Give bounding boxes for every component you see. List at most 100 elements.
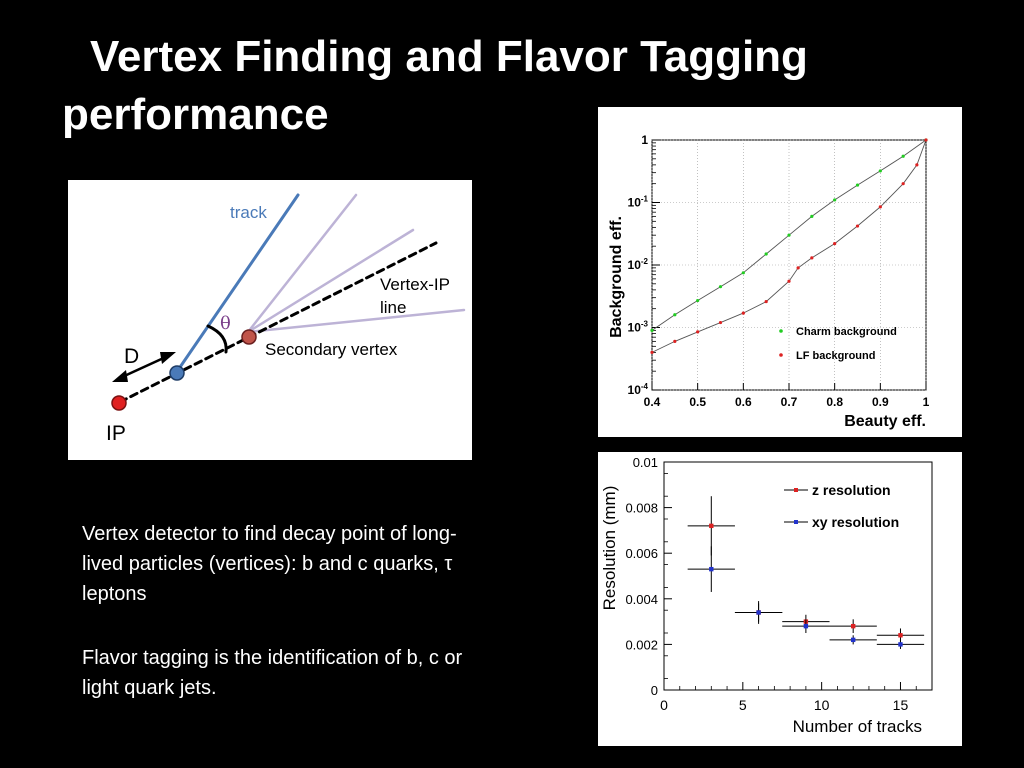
res-plot-frame	[663, 461, 933, 691]
roc-y-tick-base: 10	[628, 383, 642, 397]
res-point-1	[709, 566, 714, 572]
vertex-ip-line	[118, 241, 438, 404]
res-x-tick-label: 15	[893, 697, 909, 713]
res-legend-marker-0	[794, 488, 798, 492]
track-point	[169, 365, 185, 381]
d-arrow	[112, 352, 176, 382]
roc-point-1	[855, 224, 860, 228]
vertex-ip-label-line1: Vertex-IP	[380, 275, 450, 294]
roc-ylabel: Background eff.	[608, 216, 625, 338]
roc-point-0	[718, 285, 723, 289]
res-point-1	[803, 623, 809, 629]
roc-x-tick-label: 1	[923, 395, 930, 409]
roc-y-tick-label: 10-3	[628, 320, 649, 335]
roc-x-tick-label: 0.4	[644, 395, 661, 409]
res-point-1	[850, 637, 856, 643]
roc-point-0	[810, 214, 814, 218]
roc-point-0	[650, 328, 654, 332]
description-paragraph-1: Vertex detector to find decay point of l…	[82, 523, 457, 605]
secondary-vertex-label: Secondary vertex	[265, 340, 398, 359]
res-point-1	[898, 642, 903, 647]
roc-x-tick-label: 0.9	[872, 395, 889, 409]
roc-point-0	[878, 169, 882, 173]
roc-y-tick-base: 10	[628, 321, 642, 335]
roc-point-1	[833, 241, 837, 246]
res-xlabel: Number of tracks	[793, 717, 922, 736]
roc-point-1	[878, 205, 882, 209]
roc-legend-label-0: Charm background	[796, 326, 897, 338]
roc-plot-frame	[651, 139, 927, 391]
res-y-tick-label: 0.008	[625, 501, 658, 516]
roc-point-1	[924, 138, 928, 142]
roc-point-1	[741, 311, 745, 315]
track-line	[174, 193, 300, 375]
res-y-tick-label: 0.004	[625, 592, 658, 607]
roc-y-tick-exponent: -2	[641, 257, 649, 266]
roc-point-0	[787, 233, 791, 237]
roc-legend-marker-1	[779, 353, 783, 357]
roc-point-0	[901, 154, 905, 158]
res-point-1	[756, 610, 761, 615]
res-legend-marker-1	[794, 520, 798, 524]
roc-point-1	[696, 330, 700, 334]
roc-x-tick-label: 0.6	[735, 395, 752, 409]
roc-point-1	[796, 266, 800, 270]
roc-point-0	[741, 271, 745, 275]
roc-point-0	[673, 313, 677, 317]
roc-point-1	[787, 279, 791, 283]
roc-point-0	[764, 252, 768, 256]
roc-point-1	[764, 299, 768, 304]
roc-point-0	[833, 198, 837, 202]
resolution-chart: 0 5 10 15 0 0.002 0.004 0.006 0.008 0.01 z resolu…	[600, 455, 933, 736]
slide-title-line2: performance	[62, 90, 329, 139]
roc-point-1	[915, 163, 919, 167]
res-point-0	[898, 633, 903, 638]
roc-x-tick-label: 0.7	[781, 395, 798, 409]
roc-x-tick-label: 0.5	[689, 395, 706, 409]
roc-y-tick-label: 10-4	[628, 382, 649, 397]
res-y-tick-label: 0.002	[625, 637, 658, 652]
roc-y-tick-label: 10-1	[628, 195, 649, 210]
roc-point-0	[696, 298, 700, 303]
slide-title: Vertex Finding and Flavor Tagging perfor…	[0, 28, 1024, 144]
roc-point-1	[901, 182, 905, 186]
res-point-0	[850, 623, 856, 629]
ip-point	[111, 395, 127, 411]
theta-label: θ	[220, 313, 231, 334]
roc-point-1	[718, 320, 723, 325]
roc-y-tick-label: 10-2	[628, 257, 649, 272]
roc-y-tick-exponent: -3	[641, 320, 649, 329]
theta-arc	[206, 324, 228, 354]
secondary-vertex-point	[241, 329, 257, 345]
other-track-3	[246, 308, 466, 334]
roc-legend-marker-0	[779, 329, 783, 333]
vertex-diagram: track Vertex-IP line θ D Secondary verte…	[68, 180, 472, 460]
res-y-tick-label: 0	[651, 683, 658, 698]
other-track-2	[246, 228, 415, 334]
ip-label: IP	[106, 422, 126, 445]
res-legend-label-0: z resolution	[812, 482, 891, 498]
res-point-0	[709, 523, 714, 529]
vertex-ip-label-line2: line	[380, 298, 406, 317]
other-track-1	[246, 193, 358, 334]
res-legend-label-1: xy resolution	[812, 514, 899, 530]
roc-chart-panel: 0.4 0.5 0.6 0.7 0.8 0.9 1 1 10-1 10-2 10-3 10-4 Cha…	[598, 107, 962, 437]
res-x-tick-label: 5	[739, 697, 747, 713]
roc-y-tick-exponent: -4	[641, 382, 649, 391]
roc-point-0	[855, 183, 860, 187]
roc-point-1	[810, 256, 814, 260]
roc-y-tick-label: 1	[641, 133, 648, 147]
roc-x-tick-label: 0.8	[826, 395, 843, 409]
res-x-tick-label: 0	[660, 697, 668, 713]
res-y-tick-label: 0.01	[633, 455, 658, 470]
roc-point-1	[650, 350, 654, 354]
res-ylabel: Resolution (mm)	[600, 486, 619, 611]
res-y-tick-label: 0.006	[625, 546, 658, 561]
d-label: D	[124, 345, 139, 368]
vertex-diagram-svg: track Vertex-IP line θ D Secondary verte…	[106, 193, 466, 445]
roc-y-tick-exponent: -1	[641, 195, 649, 204]
resolution-chart-panel: 0 5 10 15 0 0.002 0.004 0.006 0.008 0.01 z resolu…	[598, 452, 962, 746]
roc-point-1	[673, 339, 677, 343]
res-x-tick-label: 10	[814, 697, 830, 713]
